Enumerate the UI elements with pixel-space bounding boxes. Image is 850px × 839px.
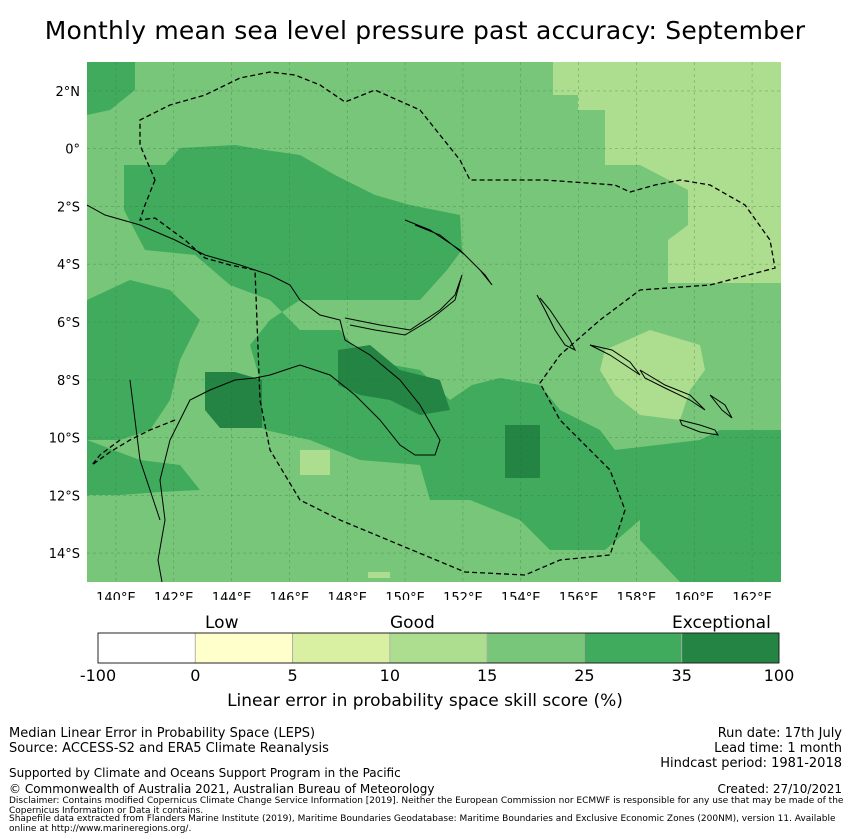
colorbar-word-good: Good — [390, 613, 435, 633]
colorbar-tick-label: -100 — [79, 666, 117, 685]
skill-region-exceptional-sol — [505, 425, 540, 478]
colorbar-segment — [97, 632, 196, 664]
skill-region-good-solomon — [600, 330, 705, 420]
colorbar-frame — [97, 632, 780, 664]
lon-tick-label: 150°E — [385, 591, 425, 600]
copyright-text: © Commonwealth of Australia 2021, Austra… — [9, 782, 435, 796]
coastline-cape-york — [129, 379, 161, 521]
colorbar-segment — [389, 632, 488, 664]
lead-time-text: Lead time: 1 month — [714, 741, 842, 756]
colorbar-tick-label: 10 — [379, 666, 401, 685]
colorbar-word-low: Low — [205, 613, 239, 633]
lat-tick-label: 8°S — [57, 374, 80, 389]
disclaimer-text: Disclaimer: Contains modified Copernicus… — [9, 796, 844, 816]
lon-tick-label: 162°E — [732, 591, 772, 600]
coastline-solomon-c — [679, 419, 719, 436]
lon-tick-label: 148°E — [327, 591, 367, 600]
coastline-solomon-a — [589, 344, 641, 376]
skill-map: 140°E 142°E 144°E 146°E 148°E 150°E 152°E 154°E… — [49, 62, 781, 600]
lon-tick-label: 140°E — [96, 591, 136, 600]
skill-region-good-png — [300, 450, 330, 475]
lat-tick-label: 0° — [65, 143, 80, 158]
lon-tick-label: 154°E — [501, 591, 541, 600]
latitude-ticks: 2°N 0° 2°S 4°S 6°S 8°S 10°S 12°S 14°S — [49, 85, 80, 562]
colorbar-tick-label: 35 — [671, 666, 692, 685]
eez-boundary-west — [91, 419, 176, 466]
created-text: Created: 27/10/2021 — [717, 782, 842, 796]
lat-tick-label: 4°S — [57, 258, 80, 273]
skill-region-high-sw — [87, 280, 200, 440]
colorbar-segment — [486, 632, 585, 664]
lat-tick-label: 12°S — [49, 489, 80, 504]
colorbar-word-exceptional: Exceptional — [672, 613, 771, 633]
coastline-solomon-b — [639, 369, 706, 411]
lat-tick-label: 2°S — [57, 200, 80, 215]
colorbar-tick-label: 5 — [287, 666, 298, 685]
longitude-ticks: 140°E 142°E 144°E 146°E 148°E 150°E 152°E 154°E… — [96, 591, 772, 600]
source-text: Source: ACCESS-S2 and ERA5 Climate Reana… — [9, 741, 329, 756]
skill-region-high-nw — [87, 62, 135, 115]
shapefile-text: Shapefile data extracted from Flanders M… — [9, 814, 836, 834]
colorbar-tick-label: 100 — [763, 666, 795, 685]
lon-tick-label: 152°E — [443, 591, 483, 600]
lon-tick-label: 144°E — [212, 591, 252, 600]
lat-tick-label: 10°S — [49, 432, 80, 447]
colorbar-tick-label: 25 — [574, 666, 595, 685]
colorbar-tick-label: 15 — [476, 666, 498, 685]
metric-text: Median Linear Error in Probability Space… — [9, 726, 316, 741]
skill-region-high-north — [124, 145, 781, 550]
skill-region-good-south — [368, 572, 390, 578]
colorbar-segment — [292, 632, 391, 664]
skill-region-high-mid — [87, 440, 200, 495]
skill-region-good-northeast — [553, 62, 781, 283]
map-title: Monthly mean sea level pressure past acc… — [44, 16, 806, 45]
hindcast-text: Hindcast period: 1981-2018 — [660, 756, 842, 771]
lon-tick-label: 160°E — [674, 591, 714, 600]
lat-tick-label: 6°S — [57, 316, 80, 331]
colorbar-label: Linear error in probability space skill … — [227, 691, 623, 711]
colorbar — [97, 632, 780, 664]
colorbar-segment — [681, 632, 780, 664]
lat-tick-label: 14°S — [49, 547, 80, 562]
skill-region-high-se — [640, 470, 781, 582]
colorbar-segment — [584, 632, 683, 664]
coastline-new-ireland — [404, 219, 493, 286]
support-text: Supported by Climate and Oceans Support … — [9, 766, 401, 780]
colorbar-segment — [194, 632, 293, 664]
lon-tick-label: 146°E — [270, 591, 310, 600]
lon-tick-label: 142°E — [154, 591, 194, 600]
lat-tick-label: 2°N — [56, 85, 81, 100]
coastline-new-britain — [344, 274, 463, 336]
colorbar-tick-label: 0 — [190, 666, 201, 685]
coastline-bougainville — [536, 294, 577, 352]
coastline-new-guinea — [87, 204, 441, 582]
lon-tick-label: 158°E — [617, 591, 657, 600]
eez-boundary — [139, 71, 776, 576]
run-date-text: Run date: 17th July — [717, 726, 842, 741]
coastline-solomon-d — [709, 394, 733, 419]
lon-tick-label: 156°E — [559, 591, 599, 600]
skill-region-exceptional-nb — [338, 345, 450, 415]
